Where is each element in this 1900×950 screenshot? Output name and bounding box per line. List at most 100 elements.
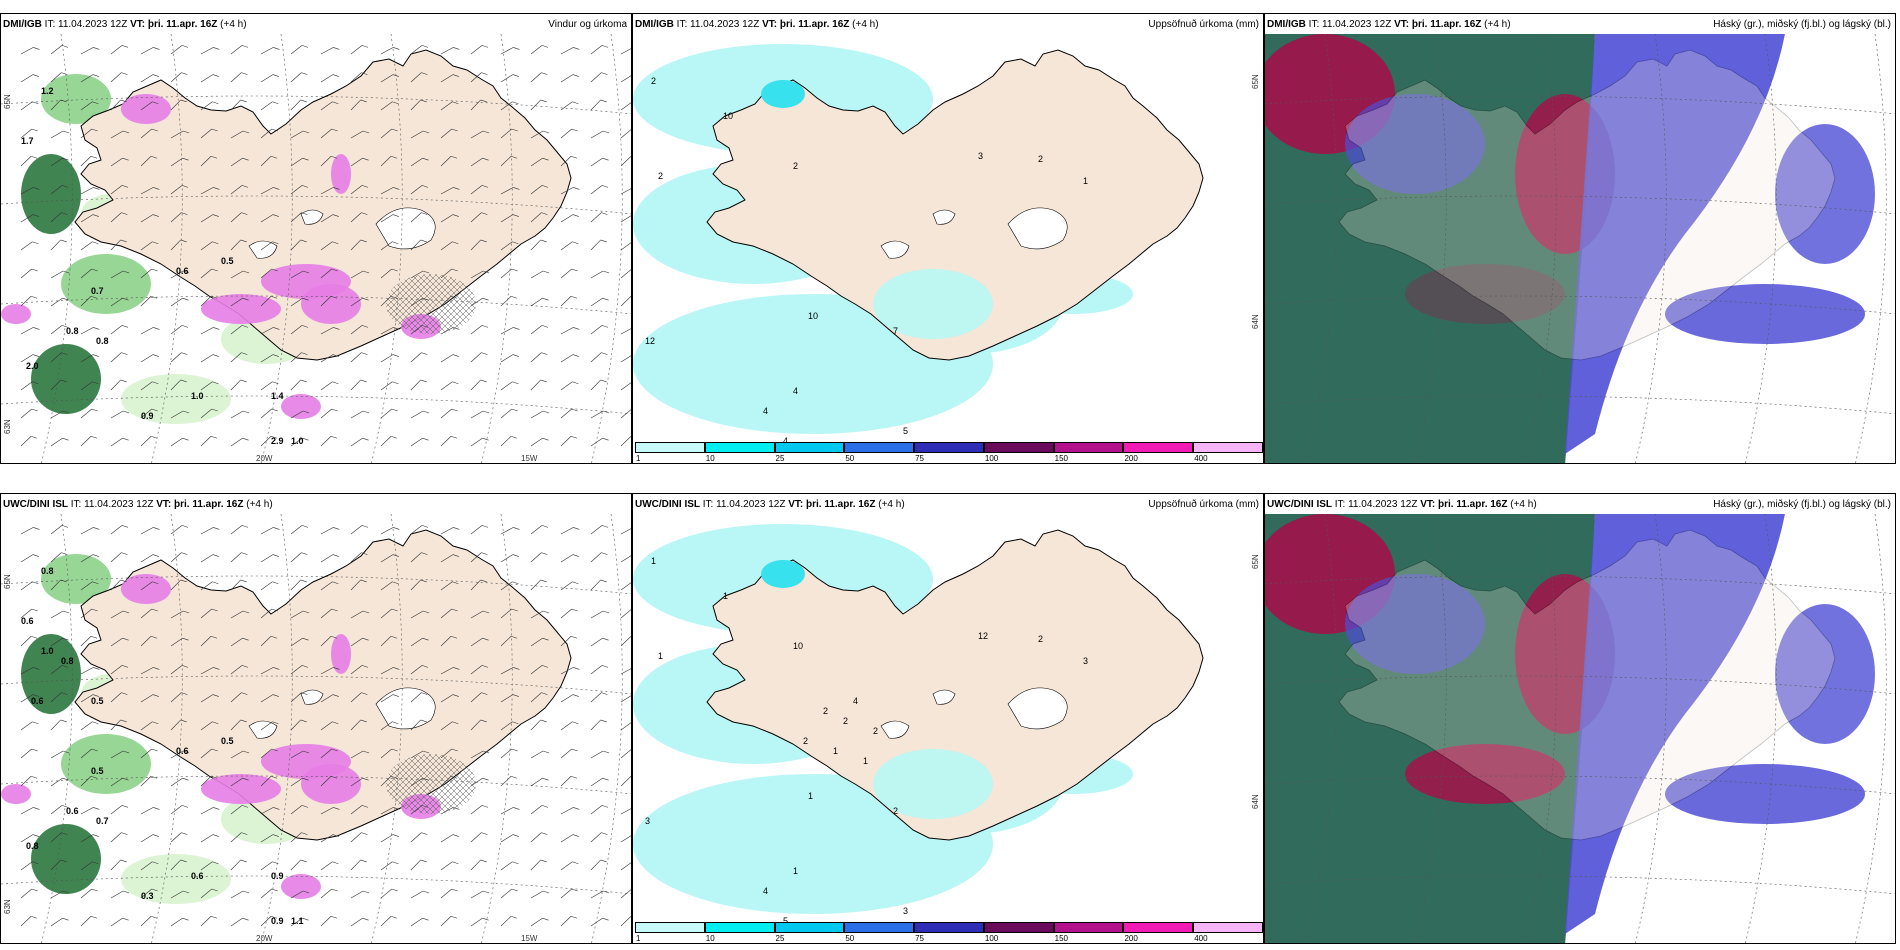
lat-label: 65N (3, 574, 12, 589)
precip-heavy (761, 80, 805, 108)
value-label: 10 (723, 111, 733, 121)
precip-colorbar: 1 10 25 50 75 100 150 200 400 (635, 442, 1263, 463)
colorbar-tick: 150 (1054, 934, 1069, 943)
graticule (1, 33, 631, 463)
value-labels: 0.8 0.6 0.5 0.6 0.7 0.8 0.6 0.3 0.9 1.1 0.6 0.5 0.9 1… (21, 566, 304, 926)
cloud-layers (1265, 34, 1875, 463)
colorbar-tick: 400 (1194, 454, 1208, 463)
value-label: 12 (645, 336, 655, 346)
value-label: 2 (658, 171, 663, 181)
value-label: 0.7 (91, 286, 104, 296)
colorbar-tick: 100 (984, 934, 999, 943)
valid-time: VT: þri. 11.apr. 16Z (1420, 499, 1508, 510)
lat-label: 65N (1251, 554, 1260, 569)
colorbar-segment (914, 922, 984, 933)
value-label: 2 (893, 806, 898, 816)
lon-label: 20W (256, 934, 273, 943)
panel-header: DMI/IGB IT: 11.04.2023 12Z VT: þri. 11.a… (3, 19, 627, 33)
colorbar-segment (1193, 442, 1263, 453)
valid-time: VT: þri. 11.apr. 16Z (788, 499, 876, 510)
value-label: 1 (863, 756, 868, 766)
value-label: 2 (843, 716, 848, 726)
precip-colorbar: 1 10 25 50 75 100 150 200 400 (635, 922, 1263, 943)
colorbar-segment (635, 442, 705, 453)
value-label: 0.6 (21, 616, 34, 626)
value-label: 0.6 (191, 871, 204, 881)
value-label: 1 (1083, 176, 1088, 186)
cloud-map (1265, 33, 1895, 463)
lon-label: 15W (521, 454, 538, 463)
value-label: 5 (783, 916, 788, 926)
panel-header: UWC/DINI ISL IT: 11.04.2023 12Z VT: þri.… (1267, 499, 1891, 513)
value-label: 4 (763, 406, 768, 416)
model-source: DMI/IGB (635, 19, 674, 30)
graticule (1265, 513, 1895, 943)
wind-barbs (20, 525, 631, 927)
value-label: 1 (833, 746, 838, 756)
valid-time: VT: þri. 11.apr. 16Z (130, 19, 218, 30)
init-time: IT: 11.04.2023 12Z (702, 499, 789, 510)
value-labels: 2 10 2 2 3 2 1 10 7 4 4 4 5 12 (645, 76, 1088, 446)
lead-time: (+4 h) (849, 19, 879, 30)
value-label: 1.2 (41, 86, 54, 96)
value-label: 2 (1038, 154, 1043, 164)
value-label: 1.1 (291, 916, 304, 926)
colorbar-segment (704, 922, 775, 933)
value-label: 10 (808, 311, 818, 321)
colorbar-segment (1123, 442, 1194, 453)
colorbar-tick: 25 (775, 934, 785, 943)
value-label: 0.7 (96, 816, 109, 826)
colorbar-segment (983, 922, 1054, 933)
value-label: 0.5 (91, 696, 104, 706)
value-label: 0.5 (221, 256, 234, 266)
value-label: 2 (823, 706, 828, 716)
value-label: 1.0 (291, 436, 304, 446)
colorbar-segment (844, 922, 915, 933)
colorbar-tick: 150 (1054, 454, 1069, 463)
lead-time: (+4 h) (217, 19, 247, 30)
value-label: 2 (873, 726, 878, 736)
init-time: IT: 11.04.2023 12Z (1308, 19, 1395, 30)
value-label: 2 (803, 736, 808, 746)
model-source: DMI/IGB (3, 19, 42, 30)
value-label: 0.5 (91, 766, 104, 776)
colorbar-tick: 200 (1124, 934, 1138, 943)
lat-label: 63N (3, 899, 12, 914)
value-label: 12 (978, 631, 988, 641)
value-label: 0.6 (31, 696, 44, 706)
colorbar-tick: 25 (775, 454, 785, 463)
colorbar-tick: 10 (705, 454, 715, 463)
value-label: 4 (793, 386, 798, 396)
graticule (1265, 33, 1895, 463)
lat-label: 64N (1251, 794, 1260, 809)
colorbar-segment (774, 442, 845, 453)
panel-title: Uppsöfnuð úrkoma (mm) (1148, 499, 1259, 510)
panel-cloud-bottom: UWC/DINI ISL IT: 11.04.2023 12Z VT: þri.… (1264, 493, 1896, 944)
lead-time: (+4 h) (1481, 19, 1511, 30)
colorbar-segment (1053, 922, 1124, 933)
colorbar-tick: 50 (845, 934, 855, 943)
init-time: IT: 11.04.2023 12Z (44, 19, 131, 30)
init-time: IT: 11.04.2023 12Z (1334, 499, 1421, 510)
colorbar-segment (914, 442, 984, 453)
cloud-map (1265, 513, 1895, 943)
value-label: 0.9 (271, 871, 284, 881)
value-label: 1.0 (41, 646, 54, 656)
value-label: 0.9 (271, 916, 284, 926)
panel-header: UWC/DINI ISL IT: 11.04.2023 12Z VT: þri.… (3, 499, 627, 513)
colorbar-tick: 200 (1124, 454, 1138, 463)
value-label: 1 (723, 591, 728, 601)
model-source: UWC/DINI ISL (635, 499, 700, 510)
value-label: 5 (903, 426, 908, 436)
valid-time: VT: þri. 11.apr. 16Z (156, 499, 244, 510)
precip-heavy (761, 560, 805, 588)
lon-label: 20W (256, 454, 273, 463)
colorbar-segment (635, 922, 705, 933)
value-label: 0.6 (66, 806, 79, 816)
model-source: DMI/IGB (1267, 19, 1306, 30)
value-label: 2 (793, 161, 798, 171)
value-label: 3 (978, 151, 983, 161)
hatched-area (386, 754, 476, 814)
panel-header: DMI/IGB IT: 11.04.2023 12Z VT: þri. 11.a… (635, 19, 1259, 33)
